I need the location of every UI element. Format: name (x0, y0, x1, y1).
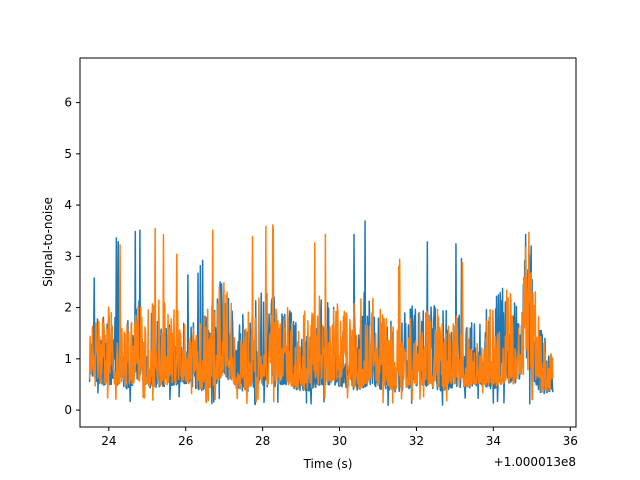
y-tick-label: 4 (64, 198, 72, 212)
y-tick-label: 1 (64, 352, 72, 366)
y-tick-label: 0 (64, 403, 72, 417)
y-tick-label: 5 (64, 147, 72, 161)
y-tick-label: 6 (64, 96, 72, 110)
y-axis-label: Signal-to-noise (41, 197, 55, 287)
x-offset-label: +1.000013e8 (494, 455, 576, 469)
x-tick-label: 32 (409, 434, 424, 448)
x-tick-label: 30 (332, 434, 347, 448)
y-tick-label: 3 (64, 249, 72, 263)
x-tick-label: 34 (486, 434, 501, 448)
x-tick-label: 26 (178, 434, 193, 448)
x-axis-label: Time (s) (303, 457, 353, 471)
x-tick-label: 24 (101, 434, 116, 448)
x-tick-label: 36 (563, 434, 578, 448)
y-tick-label: 2 (64, 301, 72, 315)
x-tick-label: 28 (255, 434, 270, 448)
